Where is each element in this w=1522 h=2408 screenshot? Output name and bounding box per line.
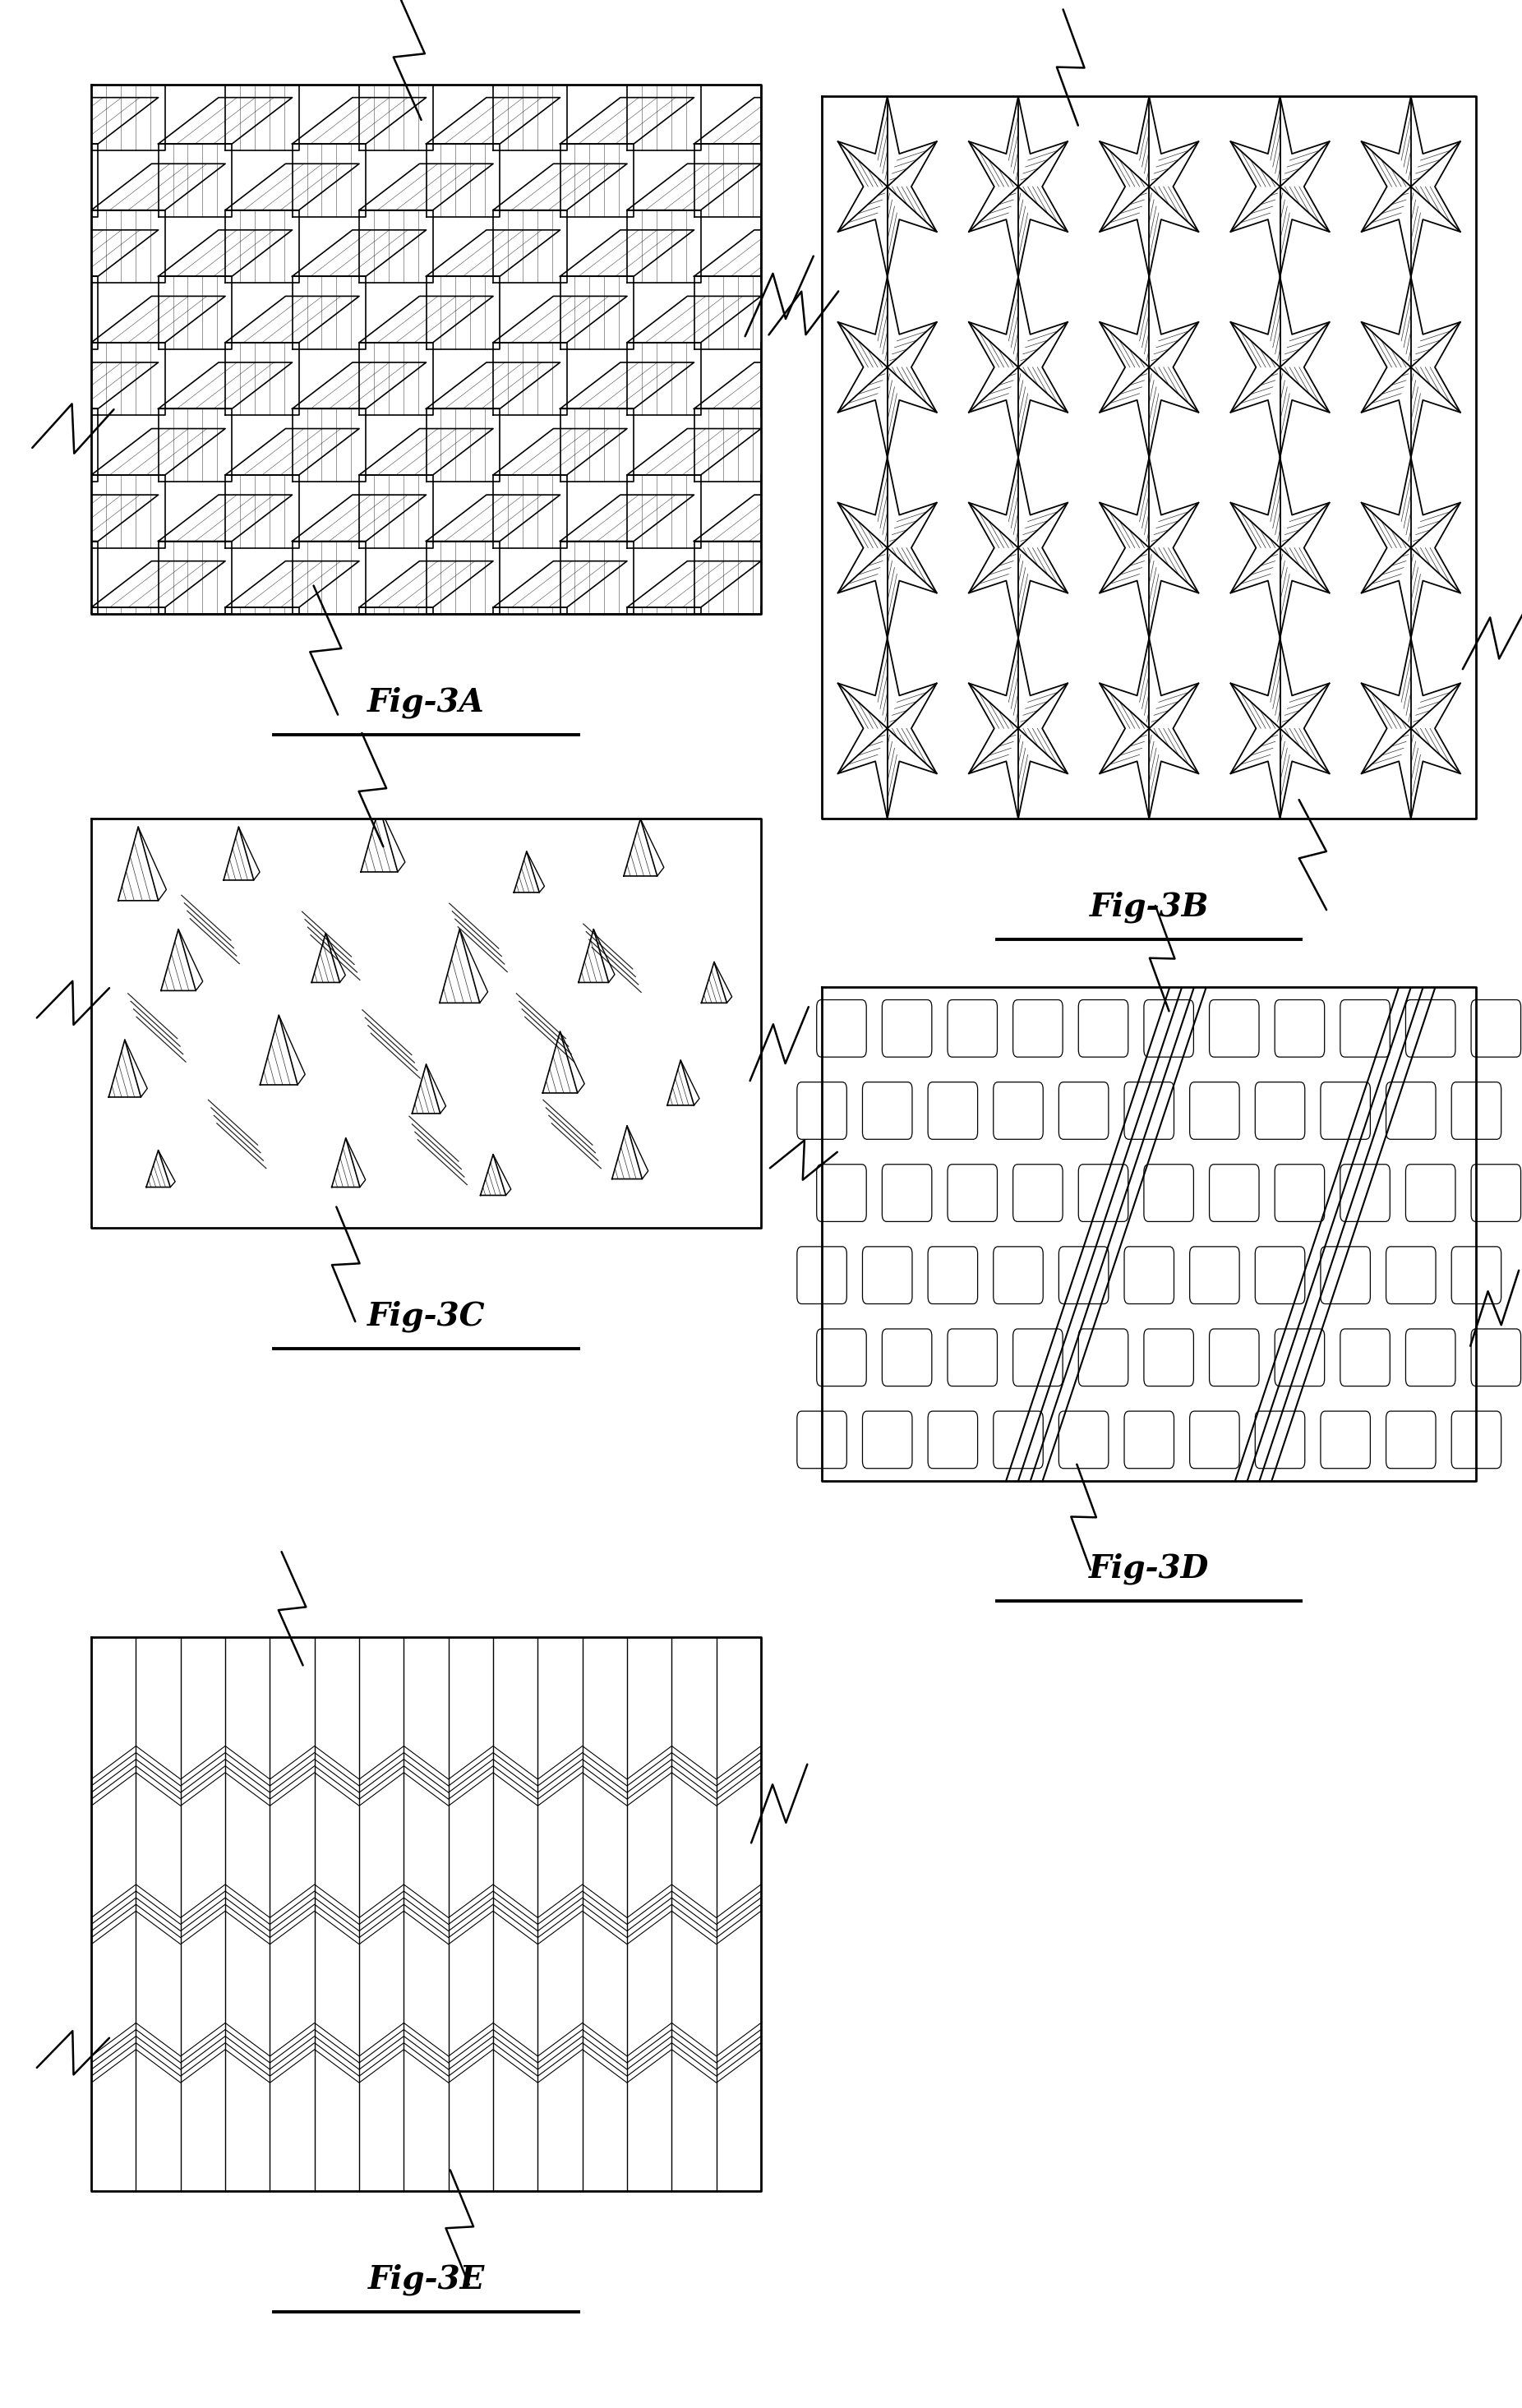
Text: Fig-3D: Fig-3D <box>1088 1553 1210 1584</box>
Text: Fig-3E: Fig-3E <box>368 2264 484 2295</box>
Text: Fig-3C: Fig-3C <box>367 1300 486 1332</box>
Text: Fig-3A: Fig-3A <box>367 686 486 718</box>
Text: Fig-3B: Fig-3B <box>1090 891 1208 922</box>
